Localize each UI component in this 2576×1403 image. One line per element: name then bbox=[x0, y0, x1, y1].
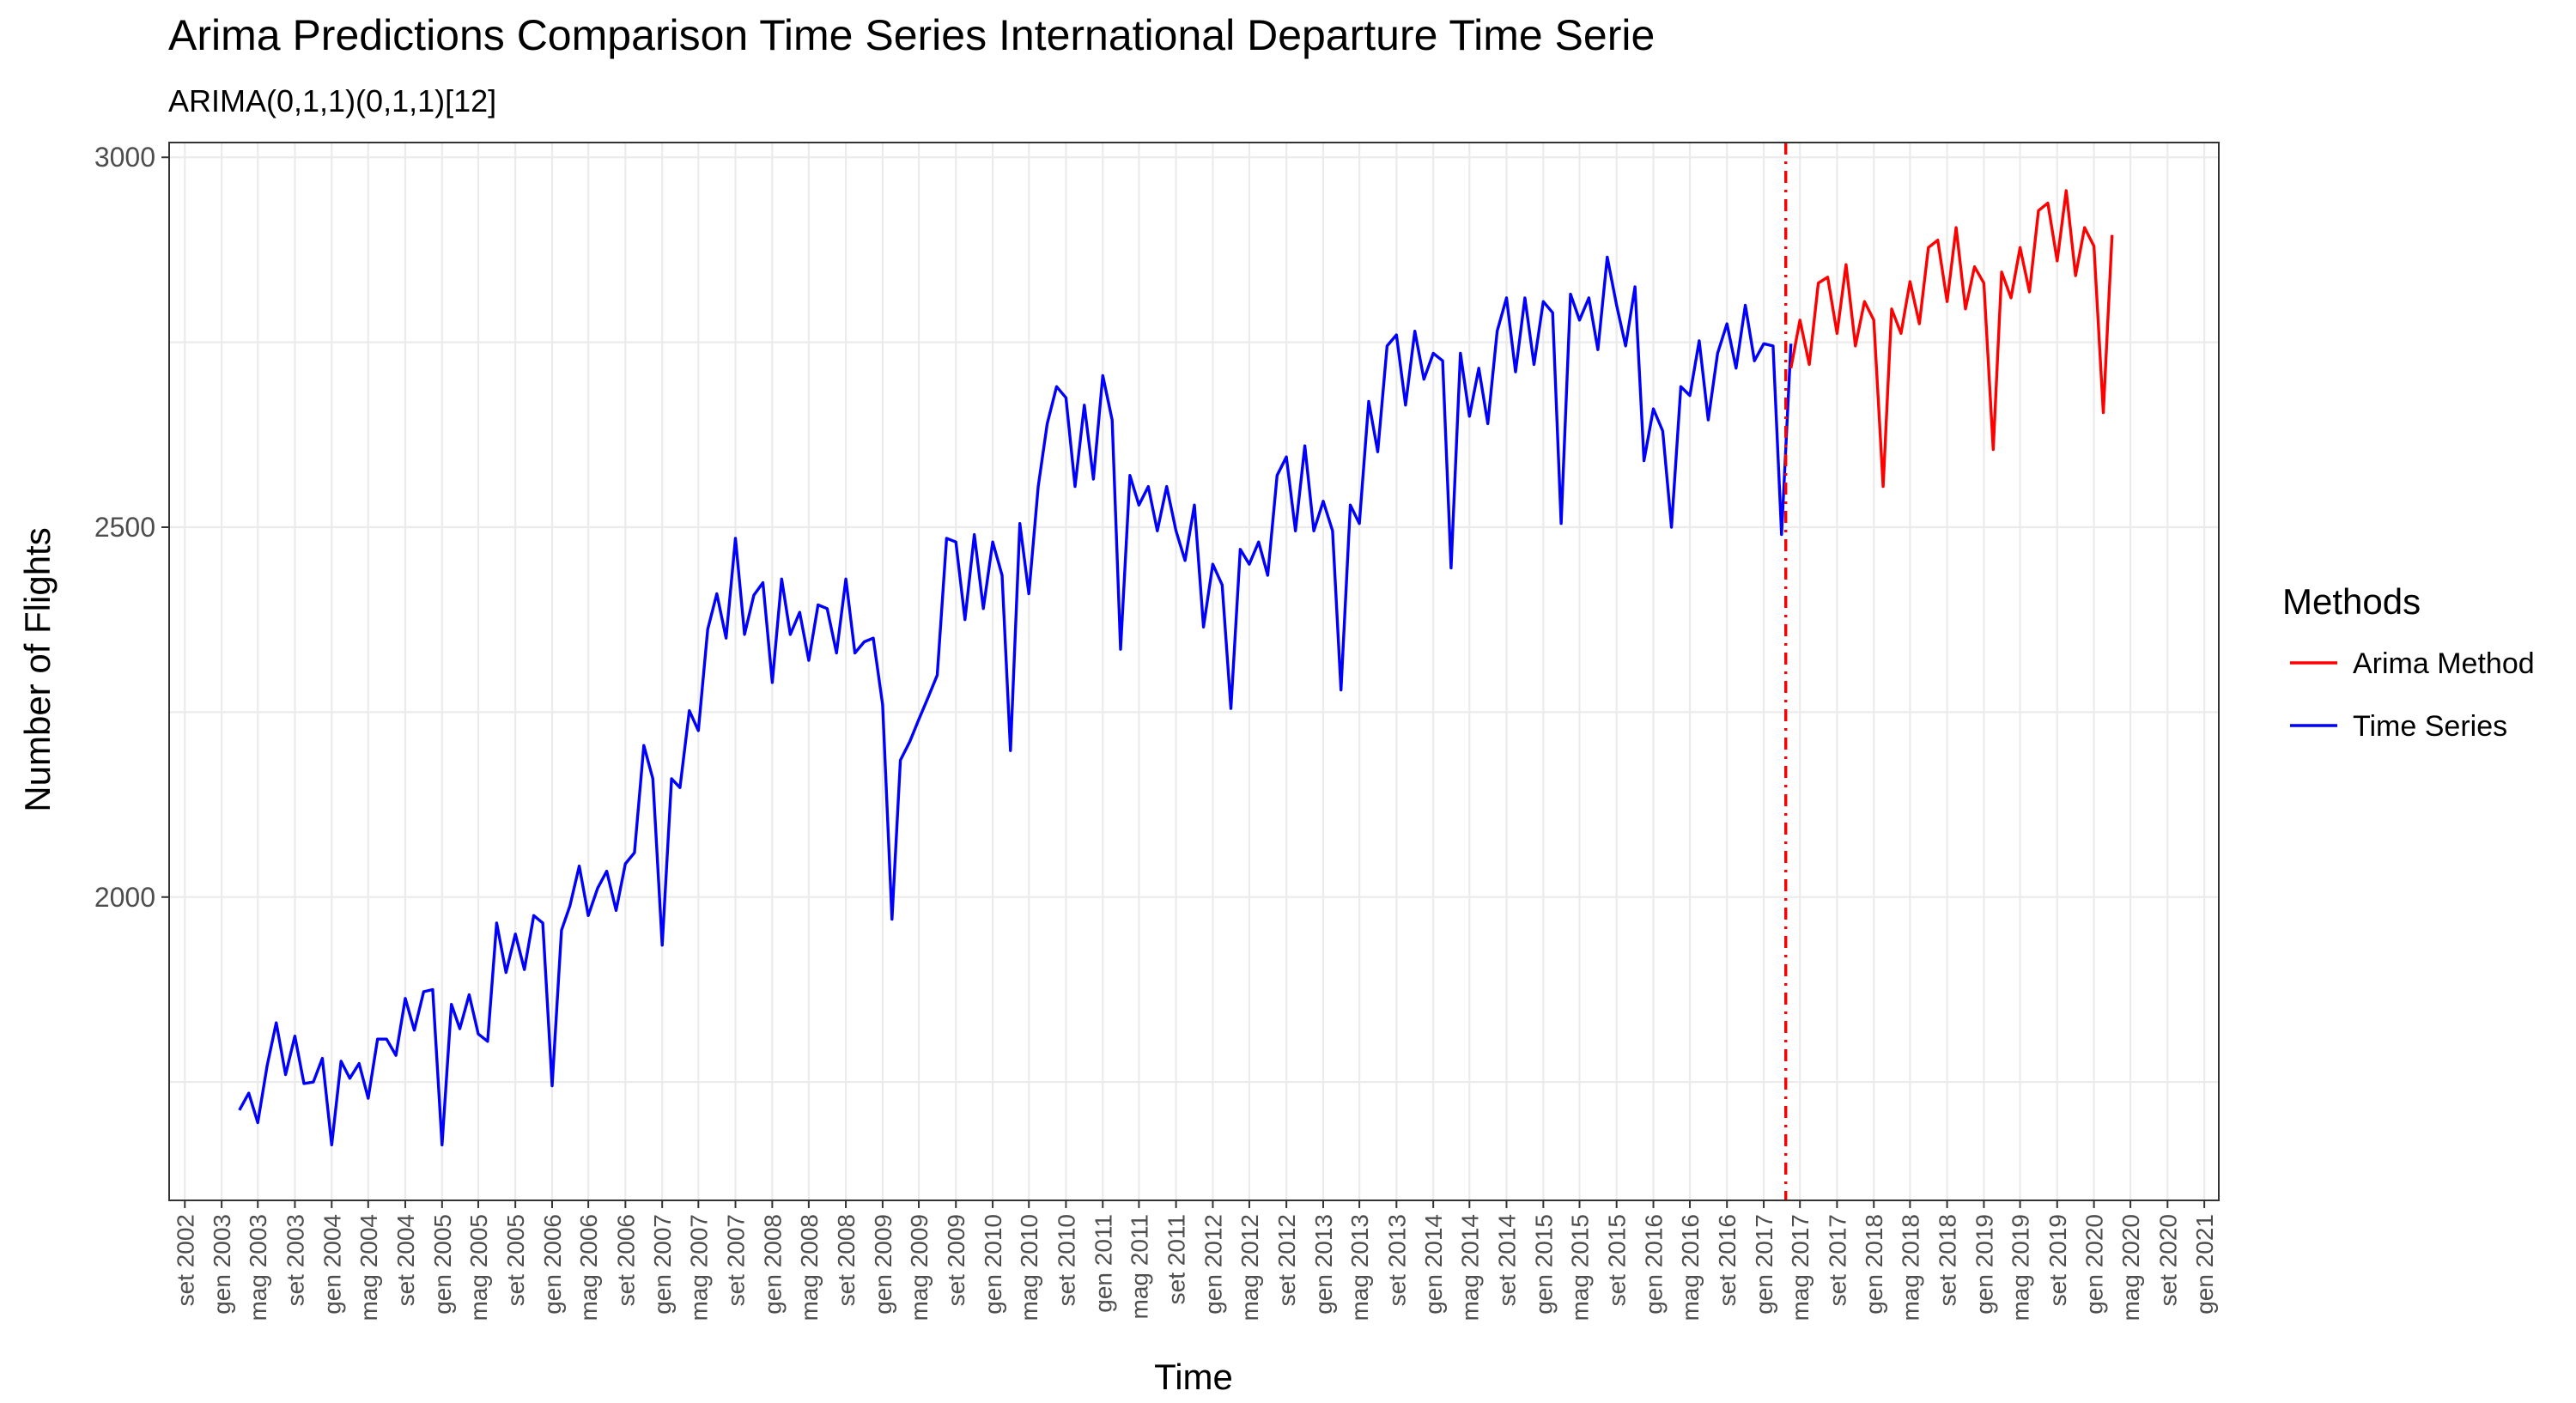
x-tick-label: gen 2017 bbox=[1751, 1214, 1777, 1315]
series-line-time-series bbox=[238, 255, 1793, 1147]
series-line-arima-method bbox=[1789, 189, 2114, 489]
x-tick-label: gen 2010 bbox=[980, 1214, 1006, 1315]
x-tick-label: gen 2006 bbox=[539, 1214, 566, 1315]
x-tick-label: gen 2013 bbox=[1310, 1214, 1337, 1315]
x-tick-label: gen 2016 bbox=[1641, 1214, 1668, 1315]
x-tick-label: gen 2012 bbox=[1200, 1214, 1226, 1315]
x-tick-label: mag 2016 bbox=[1677, 1214, 1704, 1321]
y-tick-label: 2500 bbox=[94, 512, 155, 543]
gridlines bbox=[169, 143, 2219, 1200]
x-tick-label: gen 2007 bbox=[649, 1214, 676, 1315]
x-tick-label: mag 2014 bbox=[1456, 1214, 1483, 1321]
y-axis: 2000 2500 3000 bbox=[94, 142, 169, 913]
x-tick-label: mag 2017 bbox=[1787, 1214, 1814, 1321]
x-tick-label: gen 2011 bbox=[1090, 1214, 1116, 1313]
x-axis-title: Time bbox=[1154, 1357, 1233, 1397]
x-tick-label: mag 2005 bbox=[465, 1214, 492, 1321]
legend: Methods Arima Method Time Series bbox=[2282, 581, 2535, 743]
x-tick-label: set 2010 bbox=[1053, 1214, 1079, 1306]
x-axis: set 2002 gen 2003 mag 2003 set 2003 gen 2004… bbox=[172, 1200, 2218, 1321]
x-tick-label: set 2019 bbox=[2044, 1214, 2071, 1306]
legend-title: Methods bbox=[2282, 581, 2421, 622]
x-tick-label: set 2017 bbox=[1824, 1214, 1850, 1306]
x-tick-label: gen 2015 bbox=[1530, 1214, 1557, 1315]
x-tick-label: set 2004 bbox=[392, 1214, 419, 1306]
x-tick-label: mag 2007 bbox=[685, 1214, 712, 1321]
x-tick-label: set 2013 bbox=[1383, 1214, 1410, 1306]
chart-subtitle: ARIMA(0,1,1)(0,1,1)[12] bbox=[168, 83, 496, 118]
y-tick-label: 2000 bbox=[94, 882, 155, 913]
x-tick-label: mag 2003 bbox=[245, 1214, 271, 1321]
x-tick-label: set 2012 bbox=[1273, 1214, 1300, 1306]
chart-title: Arima Predictions Comparison Time Series… bbox=[168, 11, 1655, 59]
x-tick-label: gen 2014 bbox=[1420, 1214, 1447, 1315]
legend-label: Arima Method bbox=[2353, 647, 2535, 680]
x-tick-label: set 2011 bbox=[1163, 1214, 1190, 1304]
x-tick-label: set 2020 bbox=[2154, 1214, 2181, 1306]
x-tick-label: set 2008 bbox=[833, 1214, 860, 1306]
x-tick-label: set 2007 bbox=[723, 1214, 750, 1306]
x-tick-label: set 2014 bbox=[1494, 1214, 1521, 1306]
x-tick-label: set 2015 bbox=[1604, 1214, 1631, 1306]
x-tick-label: mag 2013 bbox=[1346, 1214, 1373, 1321]
x-tick-label: gen 2020 bbox=[2081, 1214, 2108, 1315]
x-tick-label: mag 2010 bbox=[1016, 1214, 1042, 1321]
x-tick-label: set 2003 bbox=[282, 1214, 308, 1306]
y-axis-title: Number of Flights bbox=[17, 527, 58, 811]
x-tick-label: gen 2018 bbox=[1861, 1214, 1887, 1315]
x-tick-label: mag 2009 bbox=[906, 1214, 933, 1321]
x-tick-label: mag 2019 bbox=[2008, 1214, 2034, 1321]
x-tick-label: set 2005 bbox=[502, 1214, 529, 1306]
x-tick-label: mag 2006 bbox=[575, 1214, 602, 1321]
x-tick-label: set 2018 bbox=[1935, 1214, 1961, 1306]
x-tick-label: gen 2003 bbox=[209, 1214, 235, 1315]
x-tick-label: mag 2012 bbox=[1236, 1214, 1263, 1321]
x-tick-label: gen 2021 bbox=[2191, 1214, 2218, 1315]
legend-label: Time Series bbox=[2353, 710, 2507, 743]
x-tick-label: gen 2019 bbox=[1971, 1214, 1997, 1315]
x-tick-label: gen 2008 bbox=[759, 1214, 786, 1315]
x-tick-label: set 2016 bbox=[1714, 1214, 1741, 1306]
plot-panel-border bbox=[168, 142, 2220, 1201]
x-tick-label: set 2002 bbox=[172, 1214, 198, 1306]
x-tick-label: mag 2015 bbox=[1566, 1214, 1593, 1321]
x-tick-label: gen 2004 bbox=[319, 1214, 345, 1315]
y-tick-label: 3000 bbox=[94, 142, 155, 173]
x-tick-label: gen 2009 bbox=[870, 1214, 896, 1315]
x-tick-label: mag 2018 bbox=[1897, 1214, 1923, 1321]
x-tick-label: mag 2020 bbox=[2117, 1214, 2144, 1321]
x-tick-label: set 2006 bbox=[612, 1214, 639, 1306]
x-tick-label: gen 2005 bbox=[429, 1214, 456, 1315]
plot-lines bbox=[238, 189, 2114, 1147]
x-tick-label: mag 2011 bbox=[1126, 1214, 1152, 1319]
x-tick-label: set 2009 bbox=[943, 1214, 969, 1306]
x-tick-label: mag 2008 bbox=[796, 1214, 823, 1321]
x-tick-label: mag 2004 bbox=[355, 1214, 382, 1321]
